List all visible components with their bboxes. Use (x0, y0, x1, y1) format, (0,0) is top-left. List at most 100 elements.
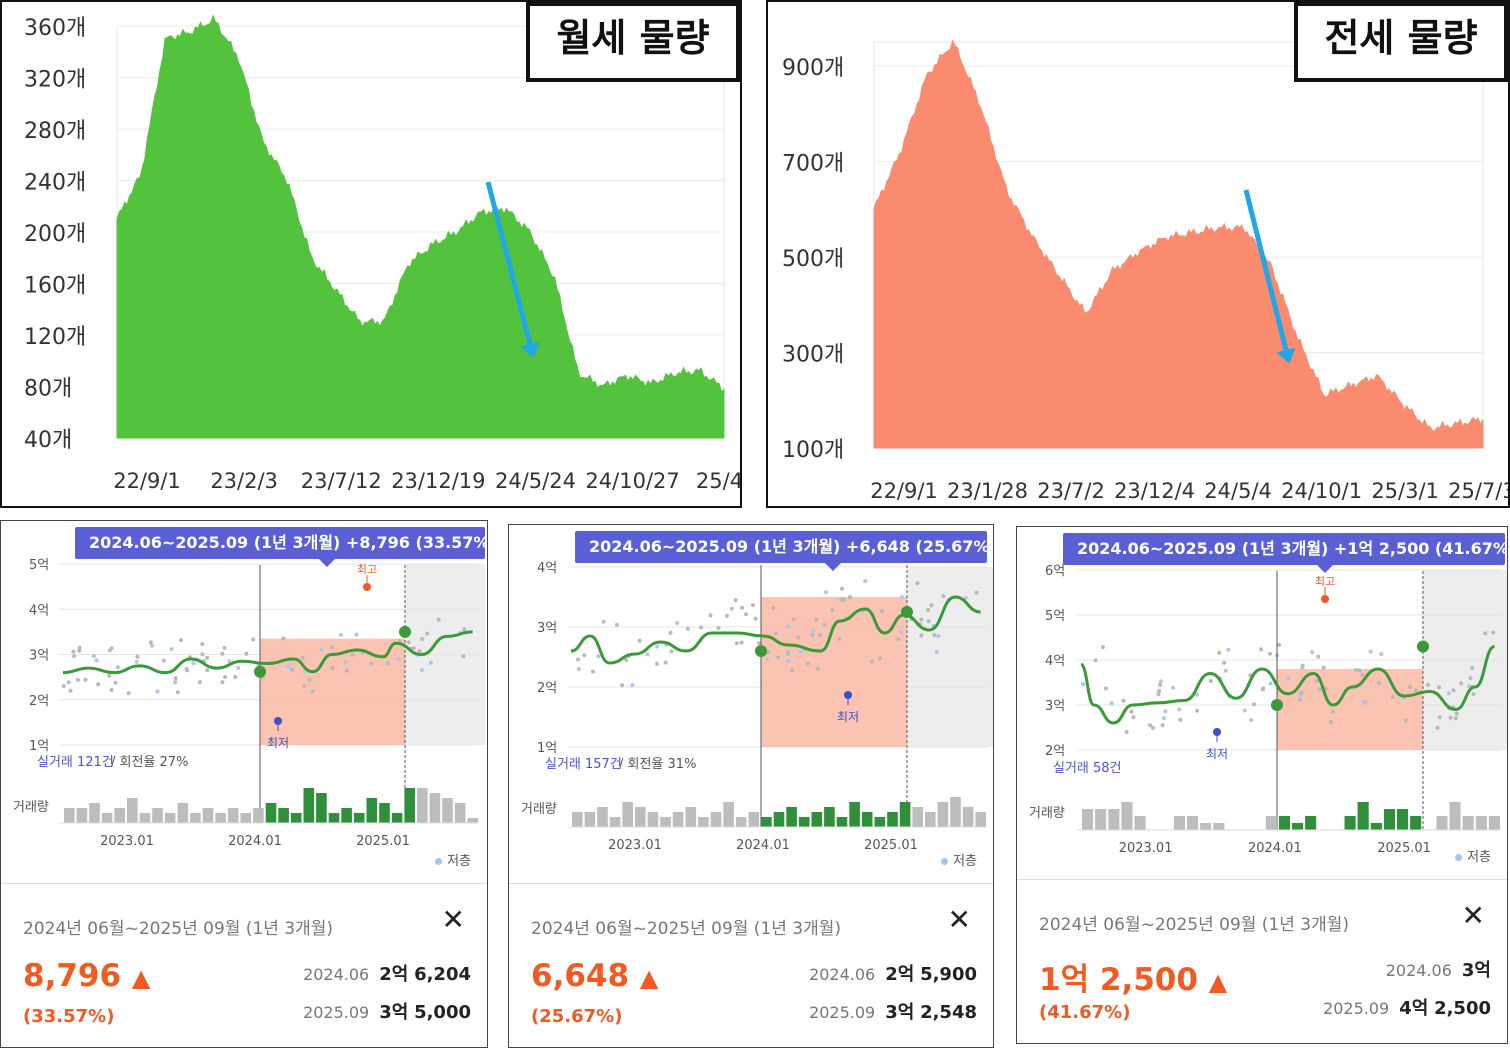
volume-bar (912, 807, 923, 827)
deal-point (929, 603, 934, 608)
deal-point (926, 619, 931, 624)
deal-count: 실거래 157건 (545, 757, 622, 772)
volume-bar (202, 808, 214, 823)
y-tick-label: 3억 (537, 621, 557, 636)
deal-point (750, 603, 755, 608)
price-change: 1억 2,500 ▲ (1039, 962, 1228, 998)
deal-point (1470, 665, 1475, 670)
deal-point (863, 579, 868, 584)
deal-point (739, 640, 744, 645)
area-series (116, 14, 725, 439)
deal-point (244, 651, 249, 656)
deal-point (77, 645, 82, 650)
deal-point (83, 677, 88, 682)
deal-point (411, 646, 416, 651)
deal-point (220, 651, 225, 656)
volume-bar (824, 807, 835, 827)
deal-point (576, 667, 581, 671)
volume-bar (773, 812, 785, 827)
x-tick-label: 23/7/12 (301, 469, 382, 493)
deal-point (72, 654, 77, 659)
volume-bar (723, 802, 734, 827)
y-tick-label: 700개 (782, 151, 844, 176)
deal-point (869, 659, 874, 664)
deal-point (109, 688, 114, 692)
deal-point (1100, 645, 1105, 650)
x-tick-label: 24/5/4 (1204, 479, 1272, 503)
deal-point (733, 598, 738, 603)
price-card-1: 1억 2억 3억 4억 5억 최고 최저 실거래 121건 / 회전율 27% 거래량 2023.… (0, 520, 488, 1048)
volume-bar (366, 798, 378, 823)
y-tick-label: 320개 (24, 68, 86, 93)
deal-point (1223, 668, 1228, 673)
deal-point (620, 683, 625, 688)
deal-point (765, 657, 770, 662)
deal-point (624, 658, 629, 662)
deal-point (1208, 679, 1213, 684)
deal-point (1177, 707, 1182, 712)
y-tick-label: 200개 (24, 222, 86, 247)
summary-panel-2: 저층 2024년 06월~2025년 09월 (1년 3개월) ✕ 6,648 … (509, 854, 993, 1047)
close-icon[interactable]: ✕ (947, 903, 971, 936)
deal-point (668, 630, 673, 635)
deal-point (811, 629, 816, 634)
deal-point (385, 661, 390, 666)
range-start-point (1271, 699, 1283, 711)
deal-point (814, 617, 819, 622)
deal-point (1454, 711, 1459, 716)
x-tick-label: 2024.01 (1248, 841, 1302, 856)
rent-volume-title: 월세 물량 (526, 2, 740, 82)
deal-point (791, 617, 796, 622)
deal-point (1121, 698, 1126, 703)
volume-bar (215, 813, 226, 823)
deal-point (96, 682, 101, 687)
volume-bar (761, 817, 772, 827)
end-price-row: 2025.09 3억 2,548 (809, 1002, 977, 1023)
deal-point (354, 632, 359, 637)
deal-point (396, 657, 401, 662)
volume-bar (404, 788, 415, 823)
volume-bar (660, 817, 671, 827)
deal-point (1222, 660, 1227, 665)
deal-point (1451, 688, 1456, 693)
deal-point (173, 680, 178, 685)
y-tick-label: 2억 (1045, 744, 1065, 759)
deal-point (236, 666, 241, 670)
high-label: 최고 (1315, 575, 1335, 588)
deal-point (66, 680, 71, 685)
deal-point (1093, 658, 1098, 663)
y-tick-label: 4억 (29, 603, 49, 618)
deal-point (915, 581, 920, 586)
deal-point (1131, 715, 1136, 720)
volume-bar (861, 812, 873, 827)
deal-point (1426, 682, 1430, 687)
deal-point (798, 649, 803, 654)
close-icon[interactable]: ✕ (1461, 899, 1485, 932)
deal-point (425, 631, 430, 636)
turnover-rate: / 회전율 31% (619, 757, 696, 772)
deal-point (1158, 682, 1163, 687)
volume-bar (1397, 809, 1409, 830)
deal-point (1361, 700, 1366, 705)
y-tick-label: 5억 (29, 558, 49, 573)
deal-point (406, 640, 411, 645)
rent-volume-area-chart: 40개 80개 120개 160개 200개 240개 280개 320개 360개 22/9/1… (24, 14, 740, 493)
volume-bar (748, 812, 760, 827)
jeonse-volume-panel: 100개 300개 500개 700개 900개 22/9/1 23/1/28 23/7/2 2… (766, 0, 1510, 508)
deal-point (161, 658, 166, 663)
volume-bar (1134, 816, 1146, 830)
volume-bar (290, 813, 302, 823)
y-tick-label: 300개 (782, 342, 844, 367)
price-change-percent: (41.67%) (1039, 1002, 1131, 1023)
deal-point (369, 661, 374, 666)
volume-bar (303, 788, 315, 823)
close-icon[interactable]: ✕ (441, 903, 465, 936)
x-tick-label: 2023.01 (100, 834, 154, 849)
y-tick-label: 2억 (537, 681, 557, 696)
volume-bar (622, 802, 633, 827)
deal-point (815, 666, 820, 671)
range-start-point (755, 645, 767, 657)
volume-bar (328, 813, 340, 823)
volume-bar (950, 797, 961, 827)
arrow-icon (520, 341, 540, 358)
